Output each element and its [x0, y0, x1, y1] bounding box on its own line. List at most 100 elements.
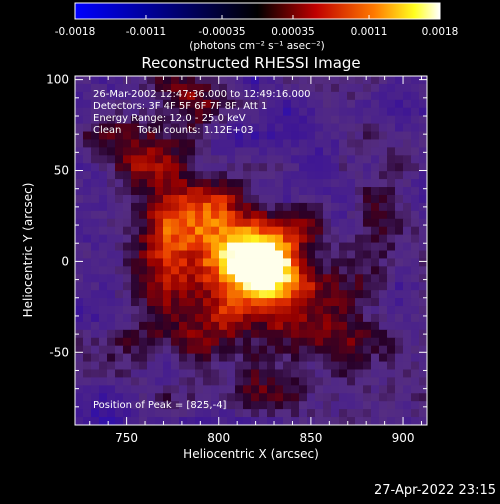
- heatmap-cell: [419, 107, 427, 117]
- heatmap-cell: [123, 115, 132, 125]
- heatmap-cell: [211, 298, 220, 307]
- heatmap-cell: [107, 107, 116, 117]
- heatmap-cell: [355, 377, 364, 386]
- heatmap-cell: [91, 353, 100, 363]
- heatmap-cell: [155, 401, 164, 410]
- heatmap-cell: [371, 107, 380, 117]
- heatmap-cell: [299, 171, 308, 180]
- heatmap-cell: [395, 83, 404, 93]
- heatmap-cell: [75, 155, 84, 164]
- heatmap-cell: [395, 234, 404, 244]
- heatmap-cell: [219, 417, 228, 425]
- heatmap-cell: [331, 361, 340, 371]
- heatmap-cell: [403, 171, 412, 180]
- heatmap-cell: [235, 250, 244, 260]
- heatmap-cell: [251, 202, 260, 212]
- heatmap-cell: [419, 218, 427, 228]
- heatmap-cell: [403, 123, 412, 133]
- heatmap-cell: [163, 409, 172, 418]
- heatmap-cell: [291, 83, 300, 93]
- heatmap-cell: [163, 321, 172, 331]
- heatmap-cell: [411, 234, 420, 244]
- heatmap-cell: [371, 218, 380, 228]
- heatmap-cell: [75, 298, 84, 307]
- heatmap-cell: [195, 218, 204, 228]
- heatmap-cell: [355, 123, 364, 133]
- heatmap-cell: [267, 345, 276, 355]
- heatmap-cell: [219, 298, 228, 307]
- heatmap-cell: [251, 194, 260, 204]
- heatmap-cell: [179, 274, 188, 283]
- heatmap-cell: [339, 345, 348, 355]
- heatmap-cell: [403, 337, 412, 347]
- heatmap-cell: [267, 337, 276, 347]
- heatmap-cell: [275, 417, 284, 425]
- heatmap-cell: [275, 76, 284, 85]
- heatmap-cell: [115, 91, 124, 101]
- heatmap-cell: [147, 329, 156, 339]
- heatmap-cell: [99, 99, 108, 109]
- heatmap-cell: [323, 250, 332, 260]
- heatmap-cell: [131, 369, 140, 379]
- heatmap-cell: [211, 179, 220, 188]
- heatmap-cell: [355, 171, 364, 180]
- heatmap-cell: [395, 377, 404, 386]
- heatmap-cell: [347, 329, 356, 339]
- heatmap-cell: [283, 274, 292, 283]
- heatmap-cell: [203, 306, 212, 315]
- heatmap-cell: [203, 385, 212, 394]
- heatmap-cell: [187, 226, 196, 236]
- heatmap-cell: [75, 242, 84, 252]
- heatmap-cell: [243, 298, 252, 307]
- heatmap-cell: [147, 361, 156, 371]
- heatmap-cell: [75, 202, 84, 212]
- heatmap-cell: [75, 345, 84, 355]
- heatmap-cell: [139, 321, 148, 331]
- heatmap-cell: [171, 329, 180, 339]
- heatmap-cell: [323, 409, 332, 418]
- heatmap-cell: [339, 76, 348, 85]
- heatmap-cell: [363, 282, 372, 291]
- heatmap-cell: [203, 115, 212, 125]
- heatmap-cell: [75, 417, 84, 425]
- heatmap-cell: [331, 266, 340, 275]
- heatmap-cell: [355, 282, 364, 291]
- heatmap-cell: [267, 171, 276, 180]
- heatmap-cell: [251, 337, 260, 347]
- heatmap-cell: [403, 131, 412, 141]
- heatmap-cell: [171, 91, 180, 101]
- heatmap-cell: [243, 393, 252, 402]
- heatmap-cell: [251, 171, 260, 180]
- heatmap-cell: [387, 179, 396, 188]
- heatmap-cell: [75, 83, 84, 93]
- heatmap-cell: [211, 329, 220, 339]
- heatmap-cell: [371, 369, 380, 379]
- heatmap-cell: [83, 313, 92, 323]
- heatmap-cell: [291, 171, 300, 180]
- heatmap-cell: [339, 234, 348, 244]
- heatmap-cell: [371, 194, 380, 204]
- heatmap-cell: [171, 242, 180, 252]
- heatmap-cell: [363, 139, 372, 148]
- heatmap-cell: [275, 131, 284, 141]
- heatmap-cell: [123, 123, 132, 133]
- heatmap-cell: [243, 99, 252, 109]
- heatmap-cell: [171, 306, 180, 315]
- heatmap-cell: [171, 99, 180, 109]
- heatmap-cell: [347, 155, 356, 164]
- heatmap-cell: [395, 321, 404, 331]
- heatmap-cell: [251, 385, 260, 394]
- heatmap-cell: [203, 361, 212, 371]
- heatmap-cell: [299, 107, 308, 117]
- x-axis-label: Heliocentric X (arcsec): [183, 447, 319, 461]
- heatmap-cell: [123, 337, 132, 347]
- heatmap-cell: [99, 147, 108, 156]
- heatmap-cell: [379, 187, 388, 196]
- heatmap-cell: [83, 393, 92, 402]
- heatmap-cell: [403, 107, 412, 117]
- heatmap-cell: [163, 171, 172, 180]
- heatmap-cell: [291, 321, 300, 331]
- heatmap-cell: [243, 194, 252, 204]
- heatmap-cell: [115, 329, 124, 339]
- heatmap-cell: [299, 409, 308, 418]
